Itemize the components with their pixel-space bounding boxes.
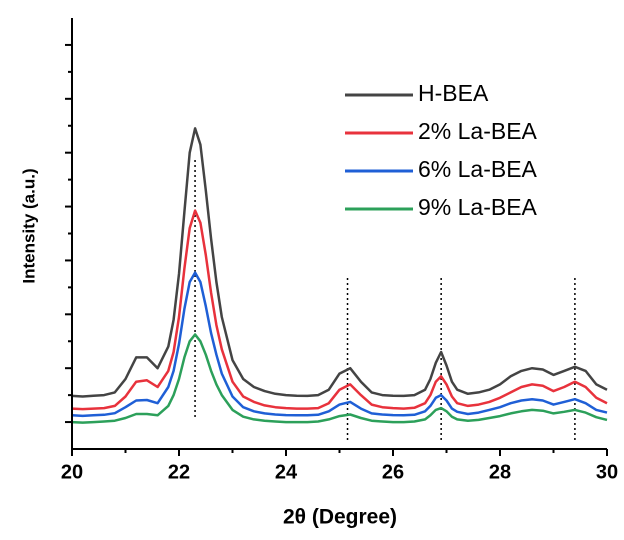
- x-tick-label: 26: [382, 461, 404, 483]
- legend-label: 2% La-BEA: [418, 118, 538, 144]
- data-line: [71, 271, 608, 418]
- x-tick-label: 22: [168, 461, 190, 483]
- legend-label: 6% La-BEA: [418, 156, 538, 182]
- legend-label: 9% La-BEA: [418, 194, 538, 220]
- x-tick-label: 24: [275, 461, 298, 483]
- x-tick-label: 20: [61, 461, 83, 483]
- data-line: [71, 209, 608, 411]
- x-axis-title: 2θ (Degree): [283, 506, 397, 529]
- data-line: [71, 333, 608, 424]
- legend-label: H-BEA: [418, 80, 489, 106]
- x-tick-label: 28: [489, 461, 511, 483]
- y-axis-title: Intensity (a.u.): [19, 168, 38, 283]
- x-tick-label: 30: [596, 461, 618, 483]
- data-line: [71, 127, 608, 398]
